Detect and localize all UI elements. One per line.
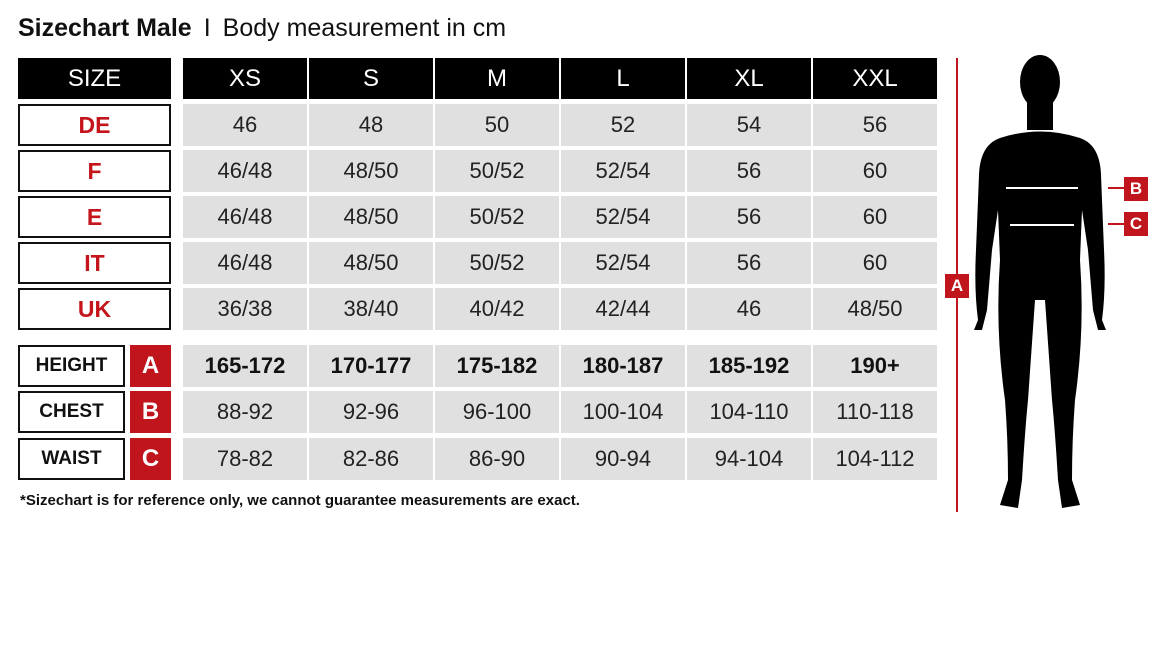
row-label-chest: CHEST: [18, 391, 125, 433]
row-label-height: HEIGHT: [18, 345, 125, 387]
header-size-label: SIZE: [18, 58, 171, 99]
title-main: Sizechart Male: [18, 14, 192, 42]
table-cell: 46: [183, 104, 307, 146]
table-cell: 60: [813, 150, 937, 192]
row-label-it: IT: [18, 242, 171, 284]
table-cell: 48/50: [309, 150, 433, 192]
table-cell: 48/50: [309, 242, 433, 284]
marker-b: B: [130, 391, 171, 433]
table-cell: 56: [813, 104, 937, 146]
table-cell: 92-96: [309, 391, 433, 433]
table-cell: 165-172: [183, 345, 307, 387]
table-cell: 86-90: [435, 438, 559, 480]
table-cell: 50/52: [435, 150, 559, 192]
table-cell: 88-92: [183, 391, 307, 433]
header-size-xl: XL: [687, 58, 811, 99]
table-cell: 52/54: [561, 242, 685, 284]
row-label-e: E: [18, 196, 171, 238]
header-size-m: M: [435, 58, 559, 99]
marker-c: C: [130, 438, 171, 480]
silhouette-icon: [974, 55, 1106, 508]
table-cell: 46/48: [183, 242, 307, 284]
row-label-f: F: [18, 150, 171, 192]
table-cell: 48/50: [813, 288, 937, 330]
table-cell: 52/54: [561, 150, 685, 192]
table-cell: 56: [687, 242, 811, 284]
table-cell: 100-104: [561, 391, 685, 433]
header-size-l: L: [561, 58, 685, 99]
row-label-de: DE: [18, 104, 171, 146]
table-cell: 36/38: [183, 288, 307, 330]
chest-marker: B: [1124, 177, 1148, 201]
table-cell: 56: [687, 196, 811, 238]
table-cell: 78-82: [183, 438, 307, 480]
table-cell: 175-182: [435, 345, 559, 387]
row-label-uk: UK: [18, 288, 171, 330]
table-cell: 185-192: [687, 345, 811, 387]
table-cell: 40/42: [435, 288, 559, 330]
table-cell: 46/48: [183, 150, 307, 192]
table-cell: 54: [687, 104, 811, 146]
table-cell: 50: [435, 104, 559, 146]
table-cell: 90-94: [561, 438, 685, 480]
header-size-s: S: [309, 58, 433, 99]
header-size-xxl: XXL: [813, 58, 937, 99]
table-cell: 104-112: [813, 438, 937, 480]
table-cell: 170-177: [309, 345, 433, 387]
row-label-waist: WAIST: [18, 438, 125, 480]
table-cell: 46/48: [183, 196, 307, 238]
page-title: Sizechart Male I Body measurement in cm: [18, 14, 506, 43]
table-cell: 48/50: [309, 196, 433, 238]
table-cell: 60: [813, 196, 937, 238]
height-marker: A: [945, 274, 969, 298]
table-cell: 46: [687, 288, 811, 330]
table-cell: 50/52: [435, 196, 559, 238]
table-cell: 96-100: [435, 391, 559, 433]
table-cell: 180-187: [561, 345, 685, 387]
header-size-xs: XS: [183, 58, 307, 99]
table-cell: 52/54: [561, 196, 685, 238]
table-cell: 48: [309, 104, 433, 146]
marker-a: A: [130, 345, 171, 387]
table-cell: 94-104: [687, 438, 811, 480]
title-subtitle: Body measurement in cm: [222, 14, 507, 42]
footnote: *Sizechart is for reference only, we can…: [20, 492, 580, 509]
table-cell: 42/44: [561, 288, 685, 330]
title-separator: I: [203, 14, 211, 42]
table-cell: 82-86: [309, 438, 433, 480]
table-cell: 56: [687, 150, 811, 192]
table-cell: 104-110: [687, 391, 811, 433]
table-cell: 60: [813, 242, 937, 284]
table-cell: 52: [561, 104, 685, 146]
table-cell: 50/52: [435, 242, 559, 284]
table-cell: 110-118: [813, 391, 937, 433]
table-cell: 38/40: [309, 288, 433, 330]
table-cell: 190+: [813, 345, 937, 387]
waist-marker: C: [1124, 212, 1148, 236]
